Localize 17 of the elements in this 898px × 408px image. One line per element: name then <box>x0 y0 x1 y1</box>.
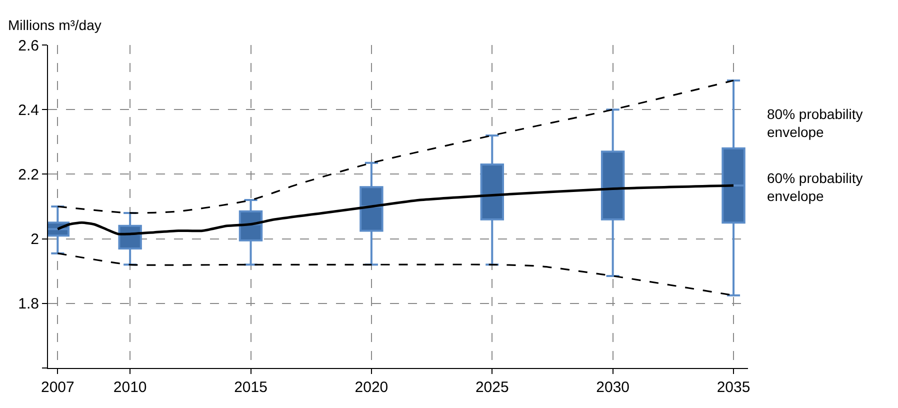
x-tick-label: 2010 <box>113 379 147 396</box>
x-tick-label: 2035 <box>716 379 750 396</box>
y-tick-label: 2 <box>30 231 39 248</box>
x-tick-label: 2020 <box>354 379 388 396</box>
line-series <box>56 80 734 214</box>
y-tick-label: 2.4 <box>18 102 39 119</box>
line-series <box>56 184 735 236</box>
y-tick-label: 1.8 <box>18 296 39 313</box>
x-tick-label: 2030 <box>596 379 630 396</box>
y-tick-label: 2.2 <box>18 166 39 184</box>
text: 60% probability envelope <box>767 170 863 204</box>
text: 80% probability envelope <box>767 106 863 140</box>
y-tick-label: 2.6 <box>18 37 39 54</box>
y-axis-title: Millions m³/day <box>8 17 102 33</box>
x-tick-label: 2007 <box>40 379 74 396</box>
x-tick-label: 2015 <box>234 379 268 396</box>
x-tick-label: 2025 <box>475 379 509 396</box>
